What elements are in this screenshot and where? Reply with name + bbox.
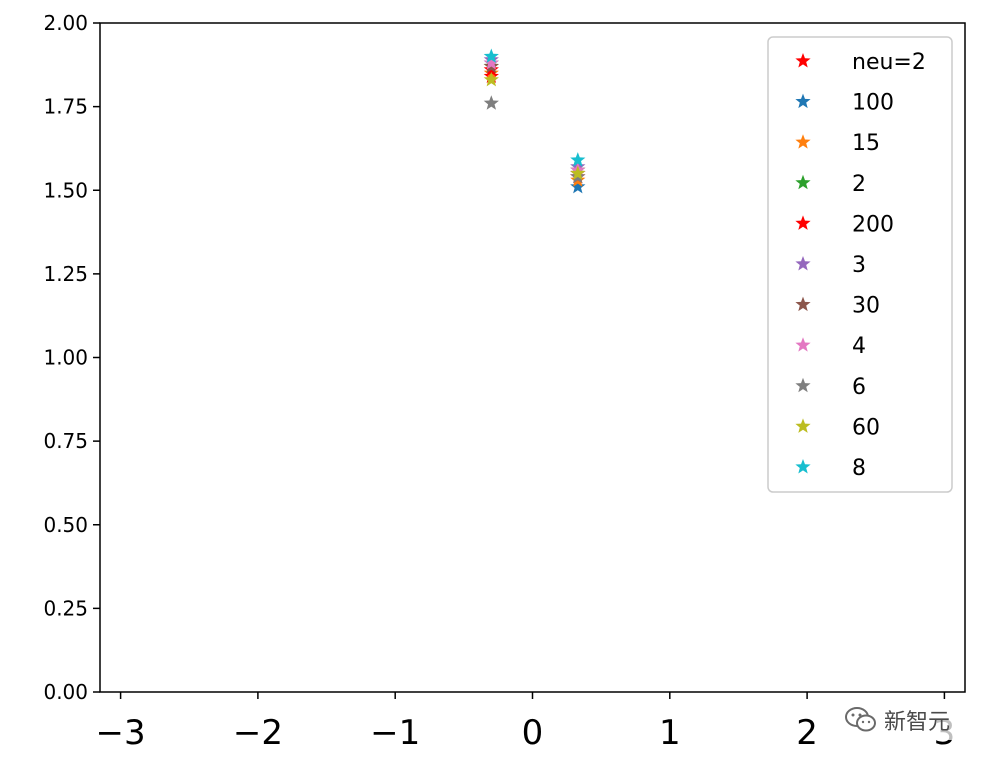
data-point-100-1: [570, 178, 586, 194]
legend-marker: [795, 215, 811, 230]
legend-label: 4: [852, 334, 866, 359]
y-tick-label: 0.50: [43, 513, 88, 537]
watermark-text: 新智元: [884, 710, 951, 735]
legend-marker: [795, 93, 811, 109]
legend-label: 15: [852, 131, 880, 156]
data-point-8-1: [570, 152, 586, 167]
data-point-60-0: [483, 71, 499, 87]
legend-marker: [795, 134, 811, 149]
y-tick-label: 0.00: [43, 680, 88, 704]
legend-label: neu=2: [852, 50, 926, 75]
legend-label: 8: [852, 456, 866, 481]
legend-label: 30: [852, 294, 880, 319]
x-tick-label: 1: [659, 713, 681, 753]
legend: neu=2 100 15 2 200 3 30 4 6 60 8: [767, 36, 953, 493]
data-point-8-0: [483, 48, 499, 63]
legend-marker: [795, 256, 811, 271]
y-tick-label: 1.00: [43, 346, 88, 370]
legend-marker: [795, 53, 811, 68]
legend-label: 60: [852, 415, 880, 440]
legend-marker: [795, 459, 811, 474]
data-point-6-0: [483, 95, 499, 110]
y-tick-label: 1.75: [43, 95, 88, 119]
legend-label: 2: [852, 172, 866, 197]
y-tick-label: 0.75: [43, 429, 88, 453]
legend-label: 100: [852, 91, 894, 116]
x-tick-label: 2: [796, 713, 818, 753]
data-point-60-1: [570, 165, 586, 180]
y-tick-label: 2.00: [43, 11, 88, 35]
y-tick-label: 1.50: [43, 178, 88, 202]
legend-label: 200: [852, 212, 894, 237]
y-tick-label: 1.25: [43, 262, 88, 286]
legend-marker: [795, 337, 811, 352]
legend-marker: [795, 174, 811, 190]
legend-marker: [795, 377, 811, 393]
x-tick-label: −2: [233, 713, 283, 753]
legend-marker: [795, 296, 811, 312]
x-tick-label: −1: [370, 713, 420, 753]
x-tick-label: −3: [96, 713, 146, 753]
y-tick-label: 0.25: [43, 596, 88, 620]
watermark: 新智元: [838, 700, 957, 740]
legend-label: 3: [852, 253, 866, 278]
legend-box: [767, 36, 953, 493]
wechat-icon: [845, 707, 876, 732]
marks-layer: [483, 48, 586, 194]
legend-label: 6: [852, 375, 866, 400]
data-point-4-0: [483, 55, 499, 70]
x-tick-label: 0: [522, 713, 544, 753]
y-axis: 0.00 0.25 0.50 0.75 1.00 1.25 1.50 1.75 2.00: [43, 11, 100, 704]
legend-marker: [795, 418, 811, 433]
x-axis: −3−2−10123: [96, 692, 955, 753]
